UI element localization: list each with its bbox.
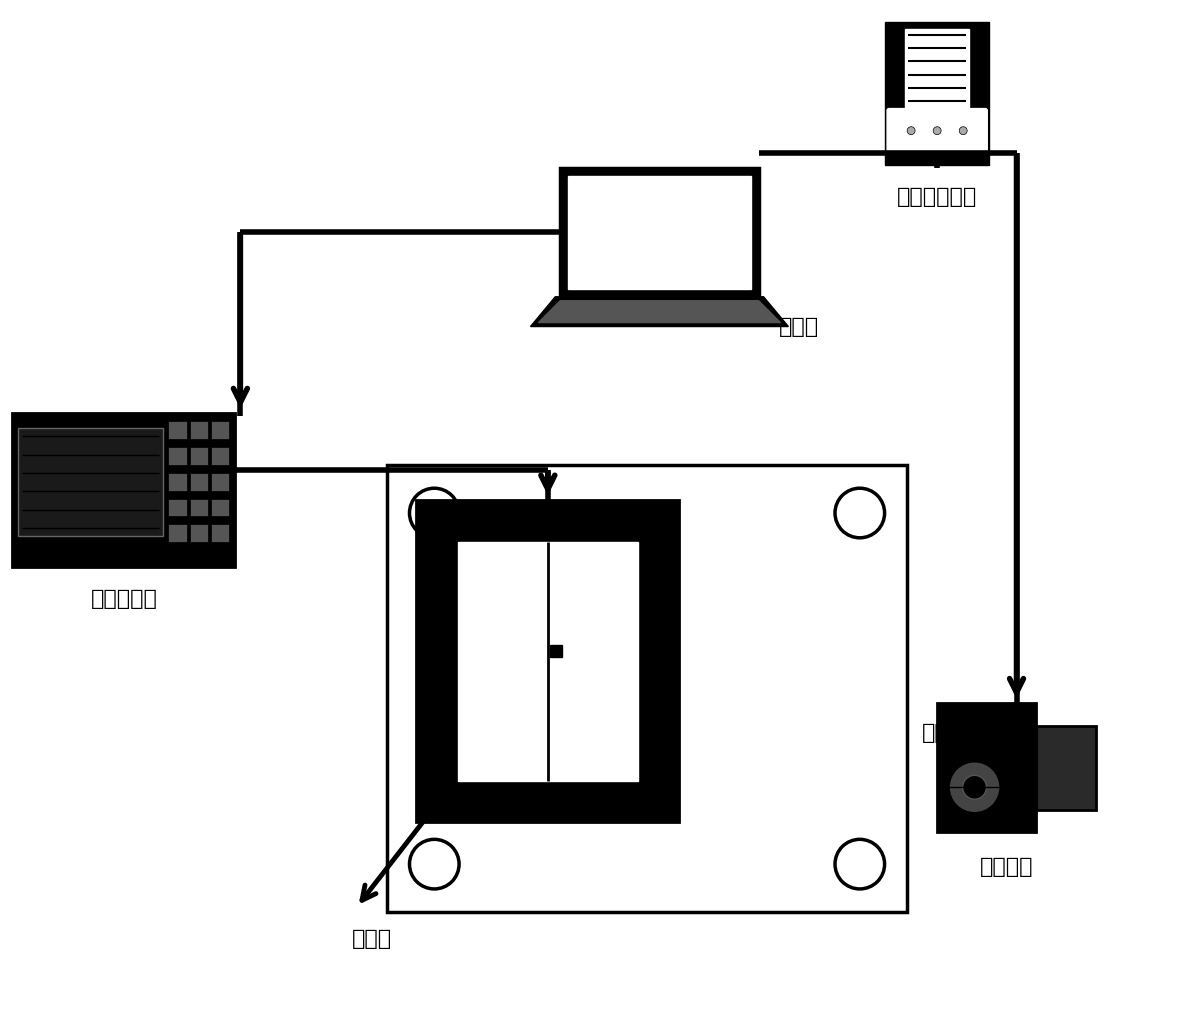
Circle shape	[834, 488, 884, 538]
Text: 微扰体: 微扰体	[352, 928, 392, 949]
Bar	[212, 499, 229, 517]
Bar	[212, 472, 229, 491]
Bar	[387, 465, 908, 912]
Bar	[18, 428, 163, 536]
FancyBboxPatch shape	[886, 109, 987, 153]
Polygon shape	[539, 301, 780, 322]
Bar	[189, 421, 208, 440]
Bar	[189, 499, 208, 517]
Bar	[905, 30, 969, 109]
Circle shape	[949, 761, 1000, 813]
Polygon shape	[531, 297, 788, 327]
Circle shape	[962, 775, 987, 799]
Bar	[212, 525, 229, 542]
Bar	[937, 703, 1035, 833]
Bar	[569, 176, 751, 289]
Bar	[1035, 726, 1096, 810]
Text: 谐振腔体: 谐振腔体	[922, 723, 976, 744]
Bar	[168, 421, 187, 440]
Bar	[550, 645, 561, 657]
Bar	[212, 421, 229, 440]
Bar	[416, 500, 680, 823]
Bar	[168, 525, 187, 542]
Text: 计算机: 计算机	[779, 316, 819, 337]
Text: 步进电机: 步进电机	[980, 858, 1033, 877]
Bar	[189, 525, 208, 542]
Circle shape	[409, 839, 459, 889]
Bar	[12, 413, 235, 567]
Circle shape	[409, 488, 459, 538]
Circle shape	[934, 126, 941, 135]
Circle shape	[960, 126, 967, 135]
Bar	[189, 472, 208, 491]
Bar	[212, 447, 229, 465]
Bar	[168, 499, 187, 517]
Circle shape	[834, 839, 884, 889]
Bar	[168, 472, 187, 491]
Bar	[459, 542, 637, 781]
Text: 环境监测模块: 环境监测模块	[897, 187, 978, 207]
Bar	[189, 447, 208, 465]
Bar	[885, 22, 989, 165]
Bar	[168, 447, 187, 465]
Circle shape	[907, 126, 915, 135]
Bar	[560, 167, 759, 297]
Text: 网络分析仪: 网络分析仪	[90, 588, 157, 609]
